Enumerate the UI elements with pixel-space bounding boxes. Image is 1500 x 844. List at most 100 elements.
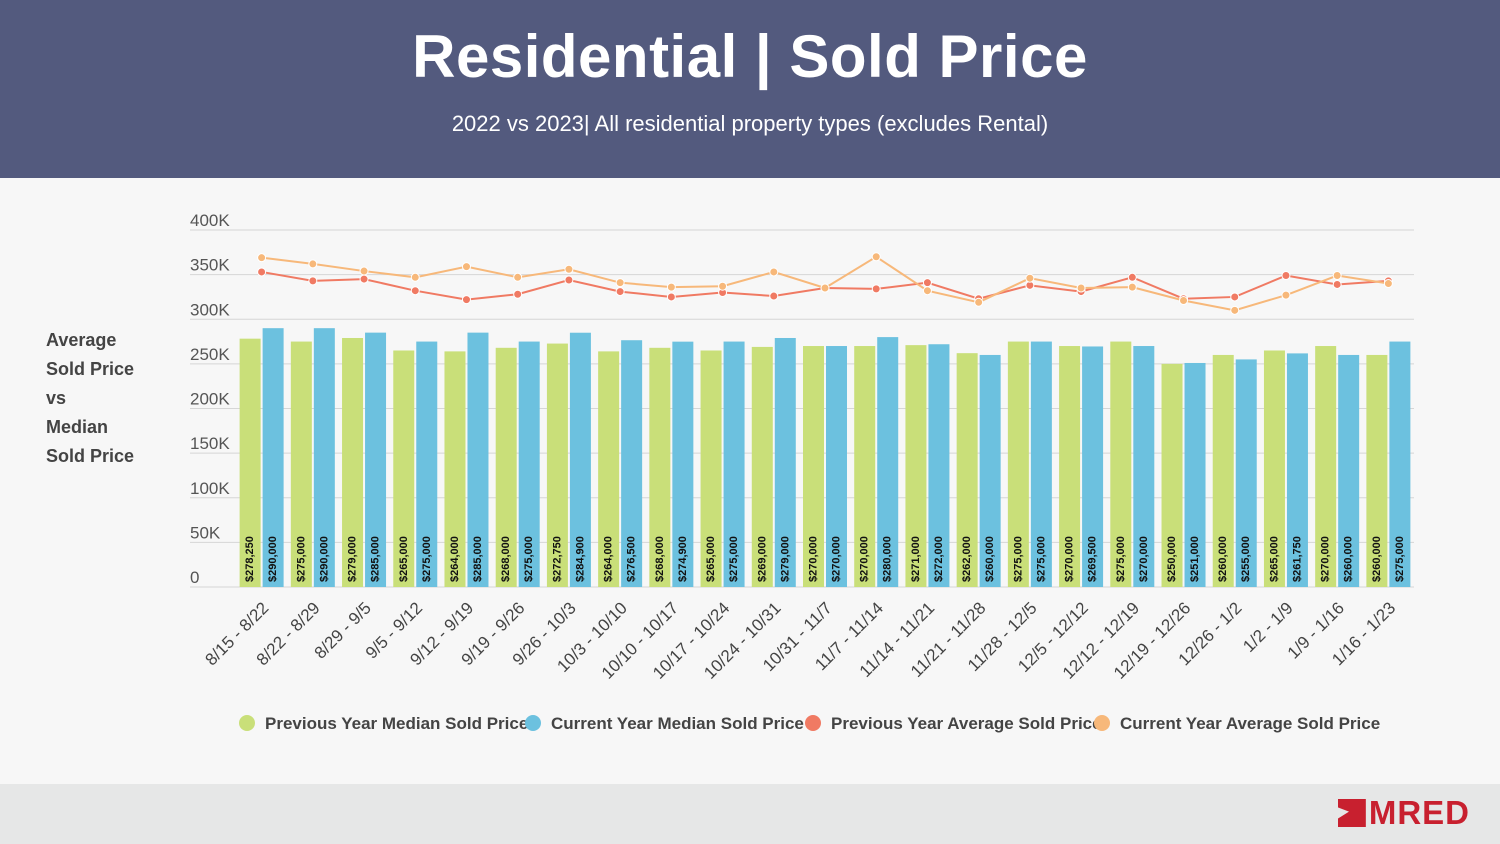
bar-data-label: $270,000 [859, 536, 871, 582]
mred-logo-icon [1337, 799, 1366, 827]
bar-data-label: $290,000 [267, 536, 279, 582]
page-title: Residential | Sold Price [412, 23, 1088, 90]
bar-current-median [262, 328, 284, 587]
bar-data-label: $264,000 [449, 536, 461, 582]
bar-current-median [621, 340, 643, 587]
bar-previous-median [444, 351, 466, 587]
bar-previous-median [854, 346, 876, 587]
point-current-average [1025, 273, 1035, 283]
bar-current-median [723, 341, 745, 587]
bar-current-median [877, 337, 899, 587]
bar-previous-median [342, 337, 364, 587]
bar-current-median [313, 328, 335, 587]
point-current-average [871, 252, 881, 262]
bar-current-median [1286, 353, 1308, 587]
bar-data-label: $265,000 [398, 536, 410, 582]
point-current-average [718, 281, 728, 291]
bar-previous-median [803, 346, 824, 587]
bar-previous-median [1212, 354, 1234, 587]
y-tick-label: 300K [190, 300, 230, 319]
bar-data-label: $264,000 [603, 536, 615, 582]
point-previous-average [769, 291, 779, 301]
point-current-average [769, 267, 779, 277]
bar-data-label: $280,000 [882, 536, 894, 582]
bar-current-median [569, 332, 591, 587]
y-tick-label: 250K [190, 345, 230, 364]
point-previous-average [1281, 271, 1291, 281]
point-current-average [1076, 283, 1086, 293]
side-label-line: Median [46, 417, 109, 437]
bar-data-label: $255,000 [1240, 536, 1252, 582]
bar-data-label: $260,000 [1217, 536, 1229, 582]
y-tick-label: 150K [190, 434, 230, 453]
point-previous-average [461, 295, 471, 305]
bar-previous-median [393, 350, 415, 587]
y-tick-label: 200K [190, 390, 230, 409]
point-current-average [564, 264, 574, 274]
page-subtitle: 2022 vs 2023| All residential property t… [451, 111, 1049, 136]
bar-data-label: $275,000 [295, 536, 307, 582]
footer: MRED [0, 784, 1500, 844]
bar-previous-median [598, 351, 620, 587]
point-previous-average [1127, 272, 1137, 282]
y-tick-label: 100K [190, 479, 230, 498]
bar-data-label: $268,000 [500, 536, 512, 582]
y-tick-label: 50K [190, 523, 221, 542]
legend-current-average-label: Current Year Average Sold Price [1120, 714, 1380, 733]
bar-current-median [1184, 362, 1206, 587]
point-previous-average [564, 275, 574, 285]
bar-current-median [826, 346, 847, 587]
point-current-average [513, 272, 523, 282]
bar-data-label: $275,000 [1115, 536, 1127, 582]
bar-data-label: $279,000 [779, 536, 791, 582]
y-tick-label: 400K [190, 211, 230, 230]
bar-previous-median [1315, 346, 1337, 587]
bar-data-label: $285,000 [370, 536, 382, 582]
mred-logo: MRED [1337, 794, 1470, 831]
bar-data-label: $290,000 [318, 536, 330, 582]
y-tick-label: 0 [190, 568, 199, 587]
bar-data-label: $284,900 [574, 536, 586, 582]
point-previous-average [410, 286, 420, 296]
bar-data-label: $269,000 [756, 536, 768, 582]
bar-previous-median [1161, 363, 1183, 587]
point-current-average [308, 259, 318, 269]
bar-data-label: $265,000 [1268, 536, 1280, 582]
point-current-average [257, 253, 267, 263]
point-previous-average [922, 278, 932, 288]
side-label-line: vs [46, 388, 67, 408]
legend-current-median-label: Current Year Median Sold Price [551, 714, 804, 733]
bar-current-median [365, 332, 387, 587]
bar-data-label: $270,000 [1320, 536, 1332, 582]
bar-previous-median [1007, 341, 1029, 587]
bar-current-median [1235, 359, 1257, 587]
bar-data-label: $278,250 [244, 536, 256, 582]
point-previous-average [308, 276, 318, 286]
bar-data-label: $274,900 [677, 536, 689, 582]
legend-previous-average-marker [805, 715, 821, 731]
point-current-average [974, 297, 984, 307]
bar-current-median [1082, 346, 1104, 587]
side-label-line: Average [46, 330, 117, 350]
point-current-average [461, 262, 471, 272]
legend-current-average-marker [1094, 715, 1110, 731]
bar-previous-median [290, 341, 312, 587]
bar-current-median [518, 341, 540, 587]
bar-previous-median [1110, 341, 1132, 587]
bar-data-label: $272,000 [933, 536, 945, 582]
bar-data-label: $275,000 [1035, 536, 1047, 582]
bar-previous-median [1059, 346, 1081, 587]
bar-data-label: $275,000 [1012, 536, 1024, 582]
bar-current-median [1133, 346, 1155, 587]
bar-data-label: $275,000 [523, 536, 535, 582]
y-tick-label: 350K [190, 256, 230, 275]
bar-current-median [467, 332, 489, 587]
bar-data-label: $275,000 [728, 536, 740, 582]
bar-current-median [1389, 341, 1411, 587]
bar-data-label: $250,000 [1166, 536, 1178, 582]
point-current-average [922, 286, 932, 296]
bar-previous-median [751, 346, 773, 587]
bar-data-label: $270,000 [808, 536, 820, 582]
mred-logo-text: MRED [1368, 794, 1470, 831]
point-current-average [1179, 296, 1189, 306]
